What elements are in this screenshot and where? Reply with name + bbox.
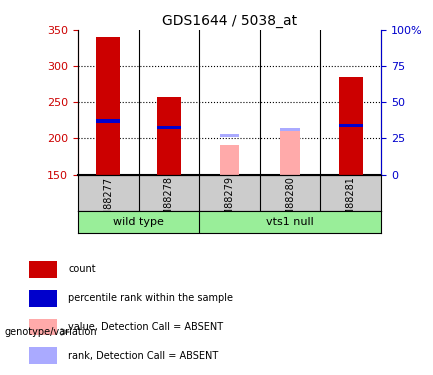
Title: GDS1644 / 5038_at: GDS1644 / 5038_at bbox=[162, 13, 297, 28]
Text: GSM88279: GSM88279 bbox=[224, 177, 235, 230]
Bar bbox=[281, 128, 300, 130]
FancyBboxPatch shape bbox=[29, 261, 57, 278]
Text: GSM88278: GSM88278 bbox=[164, 177, 174, 230]
Text: count: count bbox=[68, 264, 96, 274]
Text: percentile rank within the sample: percentile rank within the sample bbox=[68, 293, 233, 303]
FancyBboxPatch shape bbox=[29, 290, 57, 307]
Text: value, Detection Call = ABSENT: value, Detection Call = ABSENT bbox=[68, 322, 223, 332]
Bar bbox=[96, 119, 120, 123]
Text: GSM88280: GSM88280 bbox=[285, 177, 295, 230]
Text: vts1 null: vts1 null bbox=[266, 217, 314, 226]
Bar bbox=[339, 124, 363, 127]
FancyBboxPatch shape bbox=[29, 319, 57, 335]
Bar bbox=[96, 37, 120, 175]
FancyBboxPatch shape bbox=[29, 347, 57, 364]
Bar bbox=[157, 126, 181, 129]
Text: rank, Detection Call = ABSENT: rank, Detection Call = ABSENT bbox=[68, 351, 219, 361]
Text: wild type: wild type bbox=[113, 217, 164, 226]
Text: GSM88277: GSM88277 bbox=[103, 177, 113, 230]
Text: genotype/variation: genotype/variation bbox=[4, 327, 97, 337]
Bar bbox=[281, 130, 300, 175]
Bar bbox=[220, 134, 239, 137]
Bar bbox=[157, 97, 181, 175]
Bar bbox=[339, 77, 363, 175]
Text: GSM88281: GSM88281 bbox=[346, 177, 356, 230]
Bar bbox=[220, 145, 239, 175]
